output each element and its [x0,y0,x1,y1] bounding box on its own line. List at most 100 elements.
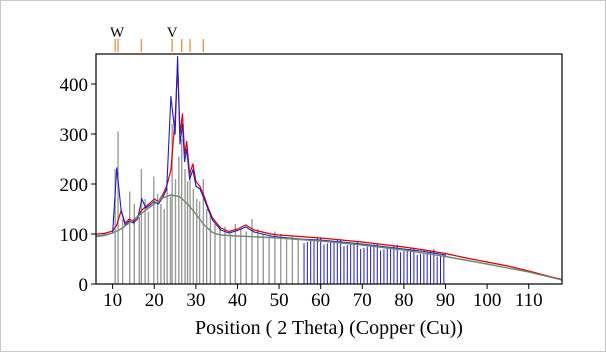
series-point [340,239,343,241]
series-point [186,148,188,150]
series-blue-pattern [95,56,446,256]
series-point [211,219,214,221]
series-point [157,203,160,205]
x-tick-label: 80 [394,290,413,311]
series-point [220,234,222,236]
series-point [186,140,188,143]
x-tick-label: 70 [353,290,372,311]
y-tick-label: 300 [60,125,89,146]
series-point [261,231,264,233]
series-point [270,233,272,235]
series-point [186,203,189,205]
axes-layer: 10 20 30 40 50 60 70 80 90 100 110 0 100 200 300 400 [60,75,543,311]
series-point [137,215,139,218]
series-point [228,232,230,234]
series-point [207,209,209,211]
series-point [245,226,247,228]
series-point [128,218,130,220]
series-point [444,254,447,256]
series-point [170,169,172,171]
series-point [181,113,184,115]
y-tick-label: 200 [60,175,89,196]
series-point [161,197,164,199]
series-point [141,198,143,200]
plot-area-border [95,53,563,285]
series-point [424,249,426,251]
series-point [382,243,384,246]
series-point [228,230,230,233]
series-point [270,235,272,237]
phase-marker-label: V [167,25,178,41]
series-point [128,220,130,222]
series-point [278,234,280,236]
series-point [236,235,239,237]
series-point [179,143,181,145]
x-tick-label: 40 [228,290,247,311]
series-point [132,222,135,224]
series-point [132,220,135,223]
series-point [161,194,164,196]
series-point [153,198,155,200]
series-point [170,95,172,98]
series-point [166,188,168,190]
series-red-pattern [95,63,563,281]
series-point [192,163,194,165]
series-point [176,55,179,58]
series-point [486,261,488,263]
series-point [149,204,151,206]
series-point [236,228,239,230]
series-point [153,200,155,203]
x-tick-label: 50 [270,290,289,311]
series-point [116,167,118,169]
series-point [444,255,447,258]
x-axis-label: Position ( 2 Theta) (Copper (Cu)) [195,317,463,339]
series-point [403,249,405,251]
x-tick-label: 10 [103,290,122,311]
series-point [184,160,186,163]
series-point [320,240,322,242]
series-point [245,224,247,226]
series-point [112,232,114,234]
series-point [174,133,176,135]
series-point [236,229,239,232]
series-point [199,188,201,190]
series-point [403,246,405,248]
x-tick-label: 60 [311,290,330,311]
series-point [178,195,180,198]
x-tick-label: 110 [515,290,543,311]
series-point [257,236,259,238]
series-point [153,203,155,205]
y-tick-label: 100 [60,225,89,246]
series-point [170,194,172,196]
series-point [278,237,280,239]
series-point [203,198,205,200]
series-point [528,271,530,273]
series-point [120,228,122,230]
series-point [465,257,467,259]
series-point [189,178,191,180]
series-point [444,252,447,255]
series-point [181,123,184,125]
series-point [507,265,509,267]
series-point [203,224,205,226]
series-point [253,231,255,233]
series-point [361,241,363,243]
series-point [195,213,197,215]
series-point [141,209,143,211]
phase-marker-label: W [110,25,125,41]
series-point [149,202,151,204]
y-tick-label: 400 [60,75,89,96]
series-point [211,231,214,234]
series-point [361,244,363,246]
series-point [261,233,264,235]
series-point [145,209,147,211]
series-point [220,227,222,229]
series-point [203,195,205,198]
series-point [199,185,201,188]
series-point [120,208,122,210]
x-tick-label: 30 [186,290,205,311]
series-point [116,224,118,226]
series-point [424,250,426,253]
